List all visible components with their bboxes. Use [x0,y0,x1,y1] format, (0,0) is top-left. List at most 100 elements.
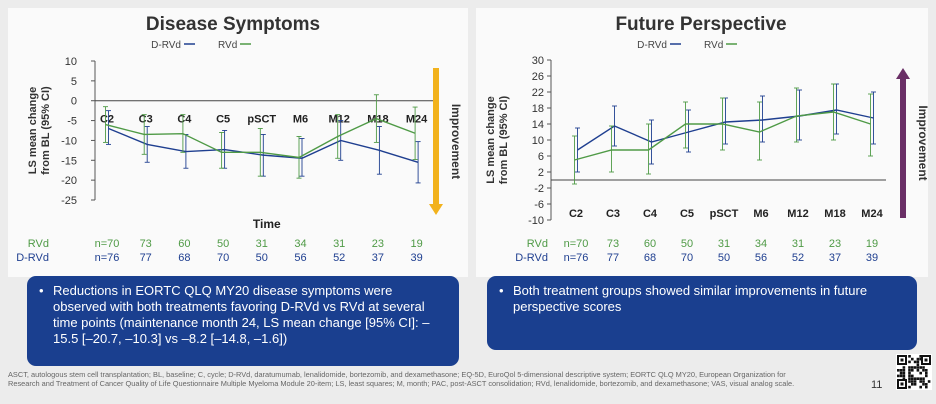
n-value-rvd: 73 [140,238,152,250]
qr-module [902,366,906,369]
n-row-label-rvd: RVd [28,238,49,250]
series-line-rvd [574,111,871,161]
qr-module [919,377,922,380]
future-perspective-panel: Future Perspective D-RVd RVd 30 26 22 18 14 10 6 2… [476,8,928,277]
qr-module [922,369,925,372]
n-value-rvd: 50 [681,238,693,250]
improvement-label: Improvement [916,105,928,180]
x-category-label: M24 [861,208,883,220]
qr-module [927,380,931,383]
qr-module [925,385,928,389]
x-axis-label: Time [253,217,281,231]
qr-module [902,374,906,378]
n-value-rvd: 34 [755,238,767,250]
y-axis-label: LS mean changefrom BL (95% CI) [485,95,510,184]
n-value-drvd: 50 [718,252,730,264]
n-value-drvd: n=76 [95,252,120,264]
n-value-drvd: 70 [217,252,229,264]
qr-module [902,371,906,375]
y-tick-label: -6 [534,199,544,211]
qr-module [899,374,903,378]
qr-module [916,377,920,380]
disease-symptoms-callout: • Reductions in EORTC QLQ MY20 disease sy… [27,276,459,366]
y-tick-label: -10 [61,135,77,147]
series-line-drvd [108,127,419,163]
x-category-label: C2 [569,208,583,220]
improvement-arrow-shaft [900,78,906,218]
qr-module [922,366,925,369]
qr-module [916,366,920,369]
n-value-drvd: 52 [333,252,345,264]
bullet-icon: • [39,283,44,298]
n-value-rvd: 34 [294,238,306,250]
y-tick-label: 2 [538,167,544,179]
n-value-drvd: 56 [294,252,306,264]
n-value-drvd: 39 [866,252,878,264]
chart-title: Disease Symptoms [146,14,320,35]
qr-module [922,377,925,380]
x-category-label: pSCT [247,114,276,126]
n-row-label-rvd: RVd [527,238,548,250]
qr-module [908,371,911,375]
qr-module [908,360,911,364]
qr-module [899,371,903,375]
n-value-rvd: 50 [217,238,229,250]
qr-module [897,369,900,372]
n-value-rvd: 23 [372,238,384,250]
qr-module [908,380,911,383]
n-value-rvd: 19 [866,238,878,250]
y-tick-label: 10 [65,56,77,68]
x-category-label: M24 [406,114,428,126]
n-value-drvd: 56 [755,252,767,264]
qr-module [908,355,911,358]
qr-module [919,355,922,358]
qr-module [922,383,925,386]
future-perspective-callout: • Both treatment groups showed similar im… [487,276,917,350]
n-value-drvd: 77 [140,252,152,264]
y-tick-label: -10 [528,215,544,227]
y-tick-label: 10 [532,135,544,147]
qr-module [911,366,914,369]
qr-module [925,374,928,378]
y-tick-label: 30 [532,55,544,67]
qr-module [899,369,903,372]
y-tick-label: 22 [532,87,544,99]
qr-module [919,366,922,369]
qr-module [913,360,917,364]
n-value-rvd: 31 [256,238,268,250]
qr-module [911,383,914,386]
n-value-drvd: 70 [681,252,693,264]
qr-finder-dot [924,358,928,362]
n-row-label-drvd: D-RVd [515,252,548,264]
n-value-drvd: 39 [410,252,422,264]
y-tick-label: 6 [538,151,544,163]
improvement-arrow-icon [896,68,910,79]
bullet-icon: • [499,283,504,298]
legend-label-rvd: RVd [218,40,237,51]
chart-title: Future Perspective [615,14,786,35]
qr-code-icon[interactable] [896,354,932,390]
n-value-rvd: 19 [410,238,422,250]
x-category-label: M6 [293,114,308,126]
n-value-drvd: 52 [792,252,804,264]
qr-module [925,369,928,372]
series-line-rvd [105,117,416,159]
n-row-label-drvd: D-RVd [16,252,49,264]
y-tick-label: -15 [61,155,77,167]
qr-module [919,385,922,389]
n-value-rvd: 60 [178,238,190,250]
qr-module [916,360,920,364]
x-category-label: M12 [787,208,808,220]
n-value-rvd: 60 [644,238,656,250]
legend-label-drvd: D-RVd [151,40,181,51]
y-tick-label: 18 [532,103,544,115]
qr-module [897,374,900,378]
qr-module [913,383,917,386]
qr-module [919,380,922,383]
n-value-rvd: 23 [829,238,841,250]
n-value-rvd: 31 [718,238,730,250]
improvement-arrow-icon [429,204,443,215]
qr-module [913,380,917,383]
qr-module [902,377,906,380]
x-category-label: M6 [753,208,768,220]
